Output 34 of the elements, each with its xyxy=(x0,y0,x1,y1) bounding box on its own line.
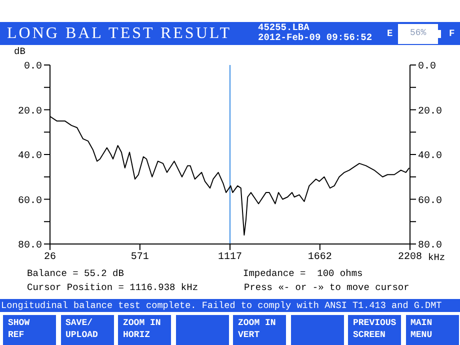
y2-tick-label: 0.0 xyxy=(418,62,436,73)
text: SAVE/ UPLOAD xyxy=(66,317,98,341)
x-tick-label: 1117 xyxy=(218,252,242,264)
y-tick-label: 0.0 xyxy=(24,62,42,73)
y-tick-label: 40.0 xyxy=(18,151,42,162)
x-tick-label: 26 xyxy=(44,252,56,264)
text: Cursor Position = 1116.938 kHz xyxy=(27,282,198,293)
y2-tick-label: 60.0 xyxy=(418,196,442,207)
y2-tick-label: 40.0 xyxy=(418,151,442,162)
text: Impedance = 100 ohms xyxy=(243,268,363,279)
text: PREVIOUS SCREEN xyxy=(353,317,396,341)
y2-tick-label: 80.0 xyxy=(418,240,442,252)
y-tick-label: 20.0 xyxy=(18,106,42,118)
text: Balance = 55.2 dB xyxy=(27,268,124,279)
text: MAIN MENU xyxy=(410,317,432,341)
y-axis-title: dB xyxy=(14,46,26,57)
text: F xyxy=(449,28,455,39)
x-tick-label: 1662 xyxy=(308,252,332,264)
text: SHOW REF xyxy=(8,317,30,341)
text: E xyxy=(387,28,393,39)
text: 45255.LBA xyxy=(258,22,310,33)
y-tick-label: 80.0 xyxy=(18,240,42,252)
text: Press «- or -» to move cursor xyxy=(244,282,410,293)
text: ZOOM IN VERT xyxy=(238,317,276,341)
y2-tick-label: 20.0 xyxy=(418,106,442,118)
text: ZOOM IN HORIZ xyxy=(123,317,161,341)
text: 56% xyxy=(410,28,426,38)
x-tick-label: 2208 xyxy=(398,252,422,264)
x-tick-label: 571 xyxy=(130,252,149,264)
chart-title: LONG BAL TEST RESULT xyxy=(7,24,232,44)
text: Longitudinal balance test complete. Failed to comply with ANSI T1.413 and G.DMT xyxy=(1,299,442,312)
x-axis-title: kHz xyxy=(428,252,446,263)
text: 2012-Feb-09 09:56:52 xyxy=(258,32,372,43)
y-tick-label: 60.0 xyxy=(18,196,42,207)
